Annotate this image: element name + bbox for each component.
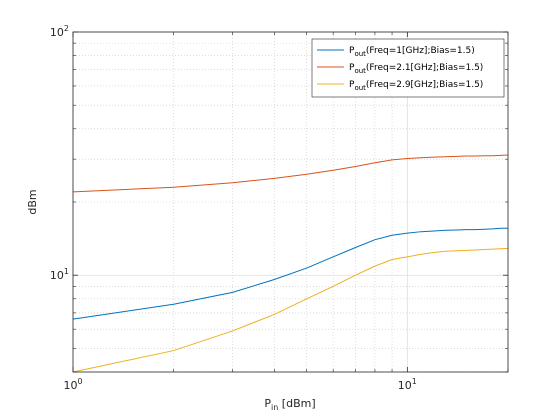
legend-label-2: Pout(Freq=2.1[GHz];Bias=1.5) <box>349 63 483 75</box>
legend-box <box>311 38 505 98</box>
axes <box>72 31 509 373</box>
y-tick-label: 102 <box>50 24 69 39</box>
x-tick-label: 101 <box>398 377 417 392</box>
legend-label-3: Pout(Freq=2.9[GHz];Bias=1.5) <box>349 80 483 92</box>
y-tick-label: 101 <box>50 267 69 282</box>
series-line-3 <box>72 247 509 373</box>
series-line-1 <box>72 227 508 320</box>
x-tick-label: 100 <box>63 377 82 392</box>
series-line-2 <box>72 154 509 193</box>
y-axis-label: dBm <box>26 189 39 214</box>
series-layer <box>72 154 509 373</box>
legend-label-1: Pout(Freq=1[GHz];Bias=1.5) <box>349 46 475 58</box>
tick-labels: 100 101 101 102 <box>50 24 417 392</box>
x-axis-label: Pin [dBm] <box>264 397 315 412</box>
legend: Pout(Freq=1[GHz];Bias=1.5) Pout(Freq=2.1[… <box>311 38 505 98</box>
